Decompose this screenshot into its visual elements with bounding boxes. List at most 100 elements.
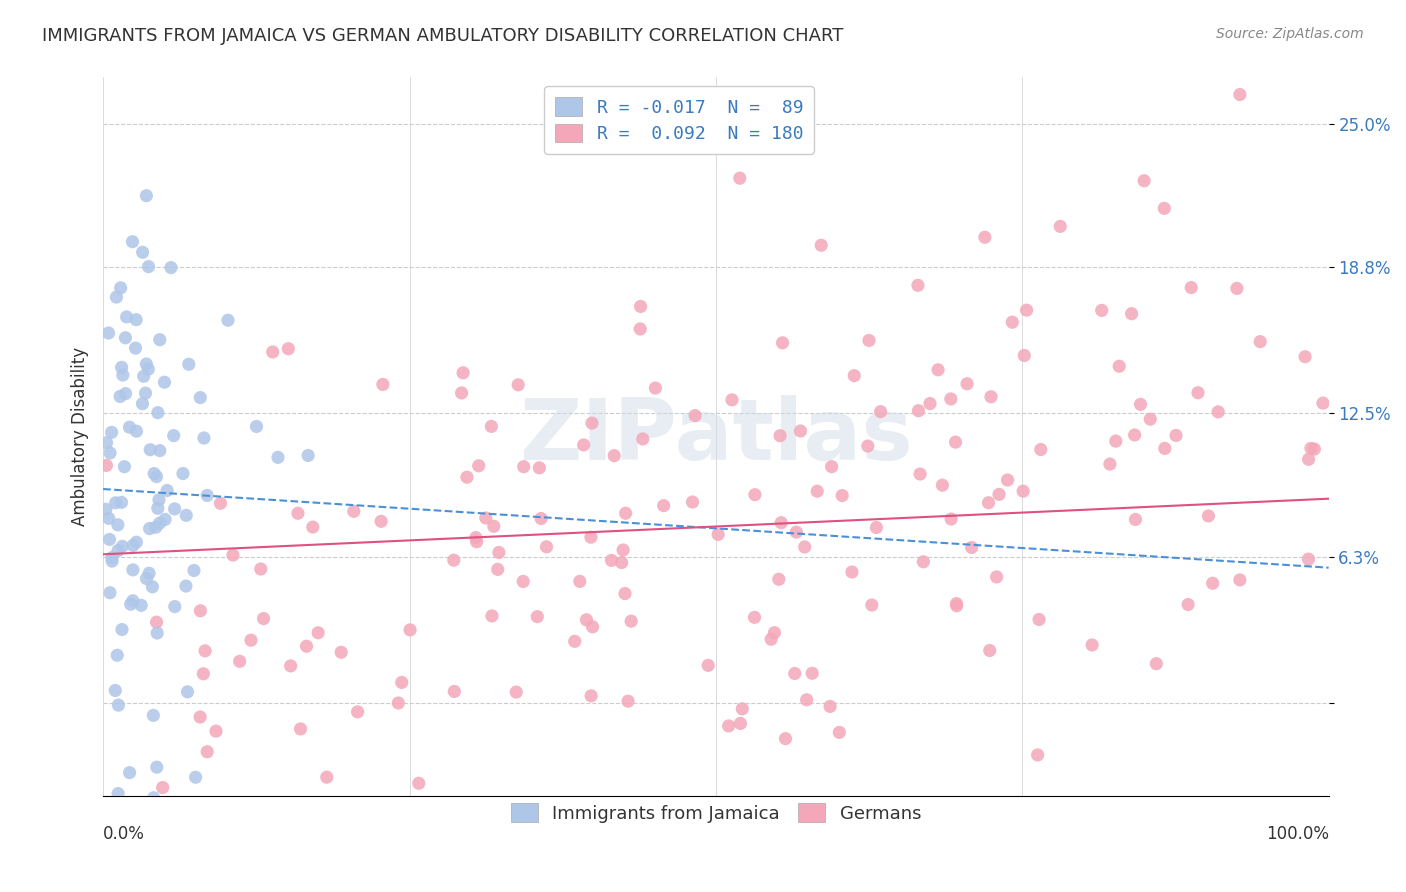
Point [110, 360, 132, 375]
Point [105, 648, 128, 663]
Point [190, 604, 212, 618]
Text: 0.0%: 0.0% [103, 824, 145, 843]
Point [903, 11, 925, 25]
Point [682, 495, 704, 509]
Point [612, 543, 634, 558]
Point [145, 615, 167, 629]
Point [107, 543, 129, 558]
Point [188, 391, 211, 405]
Point [1177, 598, 1199, 612]
Point [96, 458, 118, 473]
Point [1294, 350, 1316, 364]
Point [98, 585, 121, 599]
Point [114, 386, 136, 401]
Point [505, 685, 527, 699]
Point [176, 685, 198, 699]
Point [122, 539, 145, 553]
Point [111, 540, 134, 554]
Point [931, 478, 953, 492]
Point [697, 658, 720, 673]
Point [1164, 428, 1187, 442]
Point [831, 489, 853, 503]
Point [806, 484, 828, 499]
Point [841, 565, 863, 579]
Point [1081, 638, 1104, 652]
Point [443, 684, 465, 698]
Point [1187, 385, 1209, 400]
Point [450, 386, 472, 401]
Point [568, 574, 591, 589]
Point [652, 499, 675, 513]
Point [683, 409, 706, 423]
Point [98, 533, 121, 547]
Point [370, 514, 392, 528]
Point [108, 389, 131, 403]
Point [707, 527, 730, 541]
Point [149, 333, 172, 347]
Text: ZIPatlas: ZIPatlas [519, 395, 912, 478]
Point [1121, 307, 1143, 321]
Point [141, 580, 163, 594]
Point [1153, 202, 1175, 216]
Point [980, 390, 1002, 404]
Point [530, 511, 553, 525]
Point [1206, 405, 1229, 419]
Point [245, 419, 267, 434]
Point [617, 694, 640, 708]
Point [818, 699, 841, 714]
Point [146, 406, 169, 420]
Point [287, 506, 309, 520]
Point [1015, 303, 1038, 318]
Point [513, 814, 536, 829]
Y-axis label: Ambulatory Disability: Ambulatory Disability [72, 347, 89, 526]
Point [124, 341, 146, 355]
Point [1001, 315, 1024, 329]
Point [759, 632, 782, 647]
Point [148, 492, 170, 507]
Point [290, 722, 312, 736]
Point [307, 625, 329, 640]
Point [249, 562, 271, 576]
Point [295, 639, 318, 653]
Point [488, 545, 510, 559]
Point [163, 428, 186, 442]
Point [371, 377, 394, 392]
Point [125, 424, 148, 438]
Point [153, 512, 176, 526]
Point [1303, 442, 1326, 456]
Point [110, 495, 132, 509]
Point [239, 633, 262, 648]
Point [785, 525, 807, 540]
Point [195, 488, 218, 502]
Point [467, 458, 489, 473]
Point [1298, 552, 1320, 566]
Point [614, 506, 637, 520]
Point [939, 392, 962, 406]
Point [315, 770, 337, 784]
Point [744, 488, 766, 502]
Point [1249, 334, 1271, 349]
Text: 100.0%: 100.0% [1265, 824, 1329, 843]
Point [177, 357, 200, 371]
Point [399, 623, 422, 637]
Point [1299, 442, 1322, 456]
Point [125, 535, 148, 549]
Point [828, 725, 851, 739]
Point [731, 702, 754, 716]
Point [728, 171, 751, 186]
Point [945, 597, 967, 611]
Point [997, 473, 1019, 487]
Point [153, 376, 176, 390]
Point [1144, 657, 1167, 671]
Point [112, 459, 135, 474]
Point [104, 496, 127, 510]
Point [262, 345, 284, 359]
Point [136, 362, 159, 376]
Point [96, 435, 118, 450]
Point [122, 563, 145, 577]
Point [165, 817, 187, 831]
Point [575, 613, 598, 627]
Point [129, 599, 152, 613]
Point [132, 369, 155, 384]
Point [869, 404, 891, 418]
